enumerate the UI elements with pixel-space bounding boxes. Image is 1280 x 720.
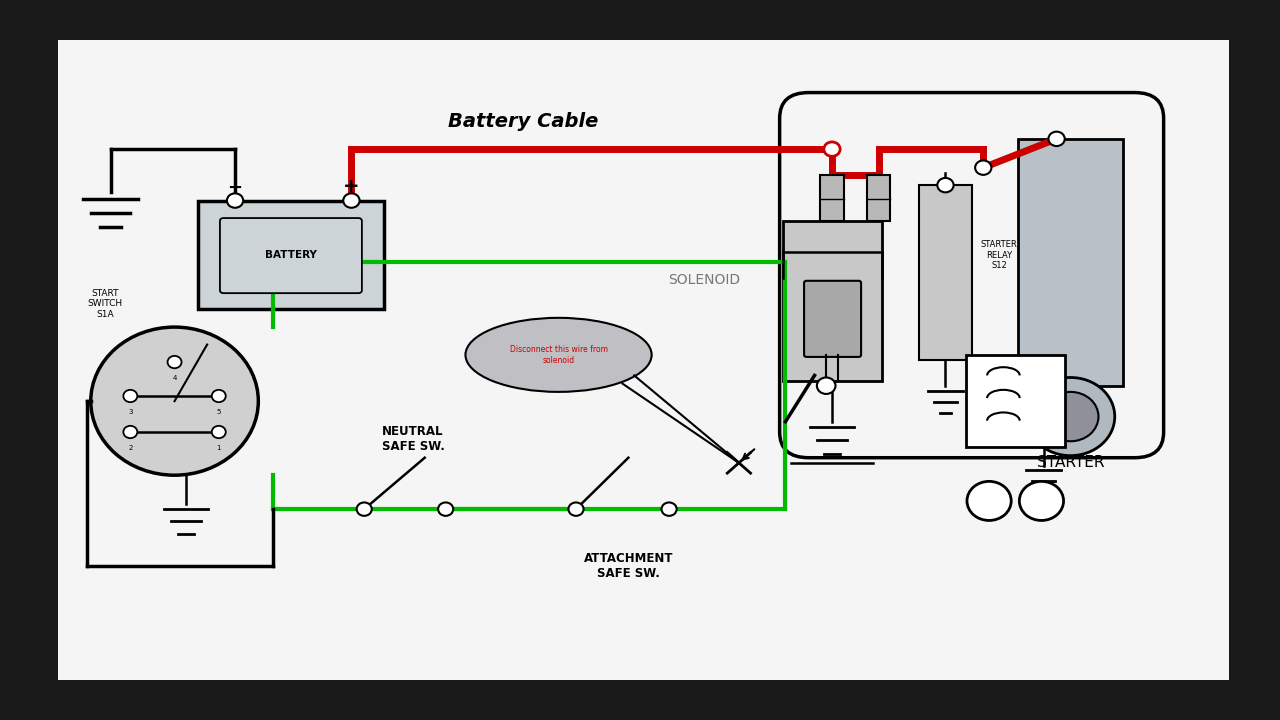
Text: BATTERY: BATTERY: [265, 250, 317, 260]
Circle shape: [1027, 377, 1115, 456]
Circle shape: [438, 503, 453, 516]
Text: ATTACHMENT
SAFE SW.: ATTACHMENT SAFE SW.: [584, 552, 673, 580]
Circle shape: [211, 426, 225, 438]
Circle shape: [91, 327, 259, 475]
Circle shape: [168, 356, 182, 368]
Circle shape: [1019, 482, 1064, 521]
Circle shape: [227, 194, 243, 208]
FancyBboxPatch shape: [1018, 139, 1123, 386]
FancyBboxPatch shape: [198, 201, 384, 309]
Circle shape: [123, 426, 137, 438]
Text: STARTER
RELAY
S12: STARTER RELAY S12: [980, 240, 1018, 270]
Text: Disconnect this wire from
solenoid: Disconnect this wire from solenoid: [509, 345, 608, 364]
FancyBboxPatch shape: [820, 175, 844, 221]
FancyBboxPatch shape: [220, 218, 362, 293]
FancyBboxPatch shape: [919, 185, 972, 360]
FancyBboxPatch shape: [966, 355, 1065, 447]
Text: Battery Cable: Battery Cable: [448, 112, 599, 130]
FancyBboxPatch shape: [804, 281, 861, 357]
Text: 1: 1: [216, 446, 221, 451]
Circle shape: [966, 482, 1011, 521]
Circle shape: [662, 503, 677, 516]
Text: 4: 4: [173, 375, 177, 382]
Text: START
SWITCH
S1A: START SWITCH S1A: [87, 289, 123, 319]
Circle shape: [357, 503, 371, 516]
Text: NEUTRAL
SAFE SW.: NEUTRAL SAFE SW.: [381, 425, 444, 453]
Circle shape: [975, 161, 992, 175]
FancyBboxPatch shape: [783, 221, 882, 381]
Circle shape: [817, 377, 836, 394]
Text: +: +: [343, 177, 360, 197]
Text: 5: 5: [216, 410, 221, 415]
Text: SOLENOID: SOLENOID: [668, 274, 740, 287]
Circle shape: [824, 142, 840, 156]
Circle shape: [1043, 392, 1098, 441]
Circle shape: [568, 503, 584, 516]
Circle shape: [937, 178, 954, 192]
Circle shape: [1048, 132, 1065, 146]
Ellipse shape: [466, 318, 652, 392]
Text: 3: 3: [128, 410, 133, 415]
Text: 2: 2: [128, 446, 133, 451]
Text: −: −: [228, 179, 243, 197]
FancyBboxPatch shape: [867, 175, 890, 221]
Circle shape: [343, 194, 360, 208]
Circle shape: [211, 390, 225, 402]
Circle shape: [123, 390, 137, 402]
Text: STARTER: STARTER: [1037, 455, 1105, 470]
